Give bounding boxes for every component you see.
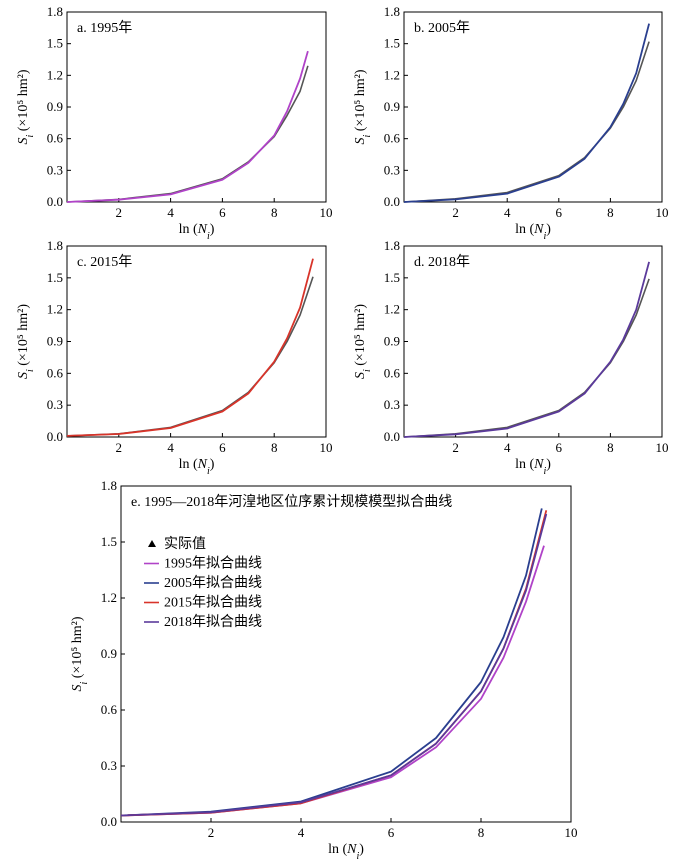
- chart-panel-4: 2 4 6 8 10 0.0 0.3 0.6 0.9 1.2 1.5 1.8 ln (Ni) Si (×1…: [353, 238, 669, 477]
- x-tick-label: 2: [452, 440, 459, 455]
- y-tick-label: 1.2: [47, 67, 63, 82]
- panel-title: a. 1995年: [77, 20, 132, 36]
- y-axis-label: Si (×10⁵ hm²): [353, 69, 373, 144]
- series-line: [403, 23, 650, 203]
- y-tick-label: 1.8: [384, 238, 400, 253]
- y-tick-label: 1.5: [384, 270, 400, 285]
- x-tick-label: 10: [565, 825, 578, 840]
- y-tick-label: 1.8: [47, 4, 63, 19]
- y-tick-label: 0.0: [384, 429, 400, 444]
- series-line: [66, 258, 314, 437]
- series-line: [66, 50, 309, 203]
- x-tick-label: 4: [504, 440, 511, 455]
- legend-label: 2018年拟合曲线: [164, 614, 262, 630]
- y-axis-label: Si (×10⁵ hm²): [353, 304, 373, 379]
- chart-panel-2: 2 4 6 8 10 0.0 0.3 0.6 0.9 1.2 1.5 1.8 ln (Ni) Si (×1…: [353, 4, 669, 242]
- y-tick-label: 0.0: [47, 194, 63, 209]
- legend-label: 实际值: [164, 536, 206, 552]
- x-tick-label: 10: [656, 205, 669, 220]
- series-line: [66, 65, 309, 203]
- panel-title: d. 2018年: [414, 254, 470, 270]
- x-tick-label: 4: [298, 825, 305, 840]
- y-tick-label: 1.8: [101, 478, 117, 493]
- x-tick-label: 2: [452, 205, 459, 220]
- y-tick-label: 0.6: [384, 131, 401, 146]
- x-tick-label: 8: [607, 440, 614, 455]
- y-tick-label: 0.3: [47, 162, 63, 177]
- y-tick-label: 1.5: [384, 36, 400, 51]
- y-axis-label: Si (×10⁵ hm²): [70, 616, 90, 691]
- y-tick-label: 0.6: [47, 131, 64, 146]
- y-tick-label: 1.2: [47, 302, 63, 317]
- legend-label: 1995年拟合曲线: [164, 556, 262, 572]
- y-axis-label: Si (×10⁵ hm²): [16, 69, 36, 144]
- chart-panel-1: 2 4 6 8 10 0.0 0.3 0.6 0.9 1.2 1.5 1.8 ln (Ni) Si (×1…: [16, 4, 333, 242]
- x-tick-label: 8: [271, 440, 278, 455]
- x-tick-label: 4: [167, 440, 174, 455]
- x-axis-label: ln (Ni): [515, 222, 551, 242]
- y-tick-label: 0.6: [47, 365, 64, 380]
- y-tick-label: 1.8: [47, 238, 63, 253]
- y-tick-label: 0.6: [384, 365, 401, 380]
- x-axis-label: ln (Ni): [328, 842, 364, 862]
- x-axis-label: ln (Ni): [179, 222, 215, 242]
- series-line: [120, 513, 548, 817]
- series-line: [403, 261, 650, 438]
- y-tick-label: 1.8: [384, 4, 400, 19]
- y-tick-label: 0.9: [47, 99, 63, 114]
- x-tick-label: 10: [656, 440, 669, 455]
- y-tick-label: 1.5: [101, 534, 117, 549]
- x-tick-label: 2: [116, 205, 123, 220]
- y-tick-label: 1.2: [101, 590, 117, 605]
- y-tick-label: 0.3: [384, 397, 400, 412]
- x-tick-label: 4: [167, 205, 174, 220]
- y-tick-label: 0.0: [384, 194, 400, 209]
- x-tick-label: 6: [556, 205, 563, 220]
- x-tick-label: 6: [556, 440, 563, 455]
- series-line: [120, 508, 543, 817]
- x-tick-label: 6: [219, 205, 226, 220]
- x-tick-label: 10: [320, 205, 333, 220]
- y-tick-label: 1.5: [47, 36, 63, 51]
- x-tick-label: 2: [208, 825, 215, 840]
- chart-panel-3: 2 4 6 8 10 0.0 0.3 0.6 0.9 1.2 1.5 1.8 ln (Ni) Si (×1…: [16, 238, 333, 477]
- panel-title: c. 2015年: [77, 254, 132, 270]
- y-tick-label: 1.5: [47, 270, 63, 285]
- legend-label: 2005年拟合曲线: [164, 575, 262, 591]
- y-tick-label: 0.9: [384, 99, 400, 114]
- y-tick-label: 0.9: [47, 334, 63, 349]
- panel-title: e. 1995—2018年河湟地区位序累计规模模型拟合曲线: [131, 494, 452, 510]
- y-tick-label: 0.3: [101, 758, 117, 773]
- y-tick-label: 0.0: [101, 814, 117, 829]
- y-tick-label: 0.6: [101, 702, 118, 717]
- x-tick-label: 2: [116, 440, 123, 455]
- x-tick-label: 6: [388, 825, 395, 840]
- y-tick-label: 0.0: [47, 429, 63, 444]
- y-tick-label: 0.3: [384, 162, 400, 177]
- x-axis-label: ln (Ni): [515, 457, 551, 477]
- chart-panel-5: 2 4 6 8 10 0.0 0.3 0.6 0.9 1.2 1.5 1.8 ln (Ni) Si (×1…: [70, 478, 578, 862]
- series-line: [66, 276, 314, 437]
- panel-title: b. 2005年: [414, 20, 470, 36]
- x-tick-label: 4: [504, 205, 511, 220]
- plot-frame: [66, 11, 327, 203]
- legend-label: 2015年拟合曲线: [164, 595, 262, 611]
- y-axis-label: Si (×10⁵ hm²): [16, 304, 36, 379]
- x-tick-label: 8: [478, 825, 485, 840]
- x-axis-label: ln (Ni): [179, 457, 215, 477]
- x-tick-label: 8: [271, 205, 278, 220]
- x-tick-label: 8: [607, 205, 614, 220]
- y-tick-label: 0.9: [101, 646, 117, 661]
- legend-triangle-marker: [148, 540, 156, 547]
- y-tick-label: 1.2: [384, 67, 400, 82]
- y-tick-label: 0.3: [47, 397, 63, 412]
- x-tick-label: 10: [320, 440, 333, 455]
- y-tick-label: 1.2: [384, 302, 400, 317]
- y-tick-label: 0.9: [384, 334, 400, 349]
- x-tick-label: 6: [219, 440, 226, 455]
